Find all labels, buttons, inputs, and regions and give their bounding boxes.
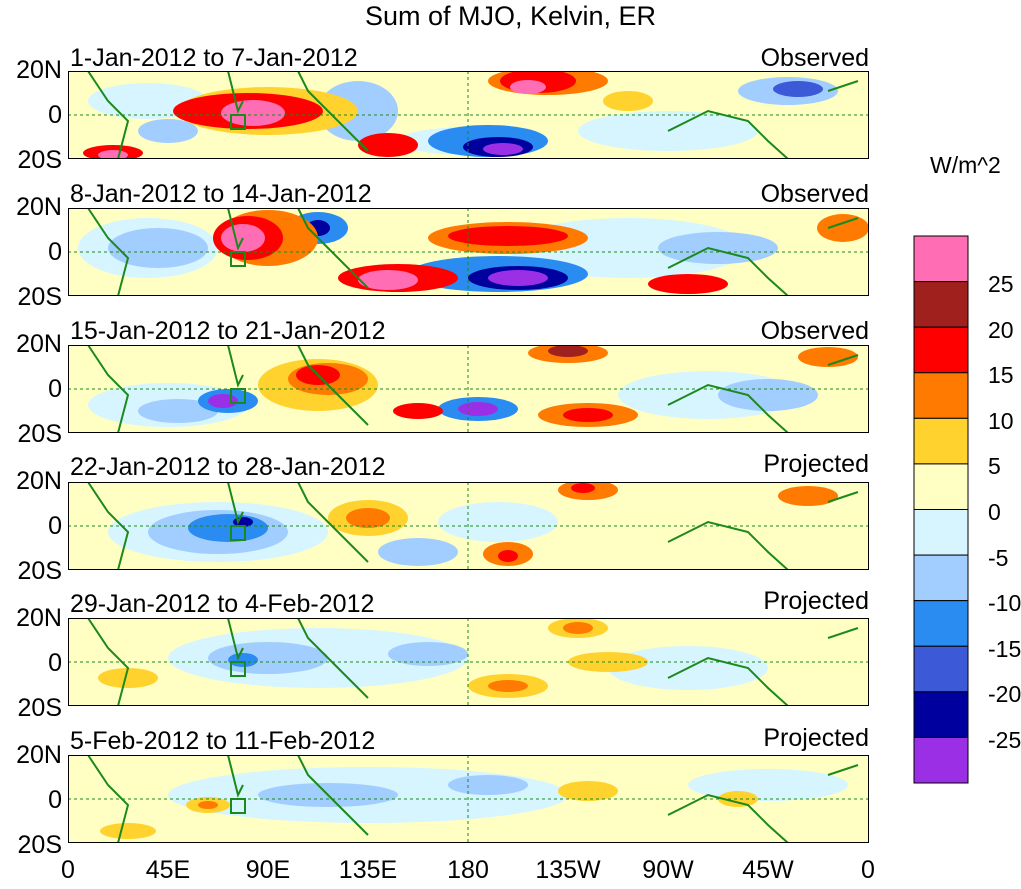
lat-label: 0 — [48, 375, 62, 403]
lat-label: 20S — [17, 694, 62, 722]
panel-1-map — [68, 71, 869, 159]
colorbar-label: -5 — [988, 545, 1009, 571]
colorbar-segment — [913, 509, 969, 556]
panel-2-map — [68, 208, 869, 296]
colorbar-label: 5 — [988, 453, 1001, 479]
panel-4-status: Projected — [763, 450, 869, 478]
lat-label: 20N — [16, 56, 62, 84]
lon-label: 90E — [245, 856, 291, 884]
colorbar-segment — [913, 736, 969, 784]
lon-label: 0 — [861, 856, 875, 884]
colorbar-segment — [913, 600, 969, 647]
colorbar-label: -25 — [988, 727, 1021, 753]
colorbar-segment — [913, 645, 969, 693]
panel-1-period: 1-Jan-2012 to 7-Jan-2012 — [70, 44, 358, 72]
lon-label: 135W — [535, 856, 601, 884]
panel-3-period: 15-Jan-2012 to 21-Jan-2012 — [70, 317, 386, 345]
lat-label: 0 — [48, 238, 62, 266]
colorbar-label: 20 — [988, 317, 1014, 343]
panel-2-status: Observed — [760, 180, 869, 208]
panel-6-map — [68, 755, 869, 843]
colorbar-label: 0 — [988, 499, 1001, 525]
lon-label: 45E — [145, 856, 191, 884]
lat-label: 0 — [48, 101, 62, 129]
lon-label: 45W — [742, 856, 794, 884]
lat-label: 20N — [16, 604, 62, 632]
colorbar-segment — [913, 691, 969, 738]
colorbar-label: 10 — [988, 408, 1014, 434]
colorbar-segment — [913, 417, 969, 465]
colorbar-segment — [913, 235, 969, 283]
panel-4-period: 22-Jan-2012 to 28-Jan-2012 — [70, 453, 386, 481]
lat-label: 20S — [17, 283, 62, 311]
lat-label: 0 — [48, 649, 62, 677]
panel-5-map — [68, 618, 869, 706]
lat-label: 20S — [17, 420, 62, 448]
lat-label: 20N — [16, 330, 62, 358]
colorbar — [913, 235, 969, 784]
lon-label: 90W — [642, 856, 694, 884]
panel-4-map — [68, 482, 869, 570]
lon-label: 135E — [338, 856, 398, 884]
panel-6-period: 5-Feb-2012 to 11-Feb-2012 — [70, 727, 376, 755]
colorbar-label: 25 — [988, 271, 1014, 297]
colorbar-segment — [913, 326, 969, 374]
panel-3-status: Observed — [760, 317, 869, 345]
panel-5-status: Projected — [763, 587, 869, 615]
colorbar-segment — [913, 281, 969, 328]
lon-label: 180 — [447, 856, 489, 884]
colorbar-segment — [913, 554, 969, 602]
panel-2-period: 8-Jan-2012 to 14-Jan-2012 — [70, 180, 372, 208]
panel-5-period: 29-Jan-2012 to 4-Feb-2012 — [70, 590, 375, 618]
lat-label: 20N — [16, 193, 62, 221]
lat-label: 0 — [48, 786, 62, 814]
lat-label: 20S — [17, 557, 62, 585]
lat-label: 20N — [16, 741, 62, 769]
colorbar-label: -20 — [988, 681, 1021, 707]
colorbar-label: 15 — [988, 362, 1014, 388]
colorbar-segment — [913, 463, 969, 511]
lat-label: 20N — [16, 467, 62, 495]
lat-label: 0 — [48, 512, 62, 540]
figure-title: Sum of MJO, Kelvin, ER — [364, 1, 657, 31]
colorbar-segment — [913, 372, 969, 419]
lat-label: 20S — [17, 146, 62, 174]
colorbar-label: -15 — [988, 636, 1021, 662]
colorbar-label: -10 — [988, 590, 1021, 616]
lat-label: 20S — [17, 831, 62, 859]
panel-3-map — [68, 345, 869, 433]
colorbar-unit: W/m^2 — [930, 152, 1001, 178]
lon-label: 0 — [61, 856, 75, 884]
panel-1-status: Observed — [760, 44, 869, 72]
panel-6-status: Projected — [763, 724, 869, 752]
